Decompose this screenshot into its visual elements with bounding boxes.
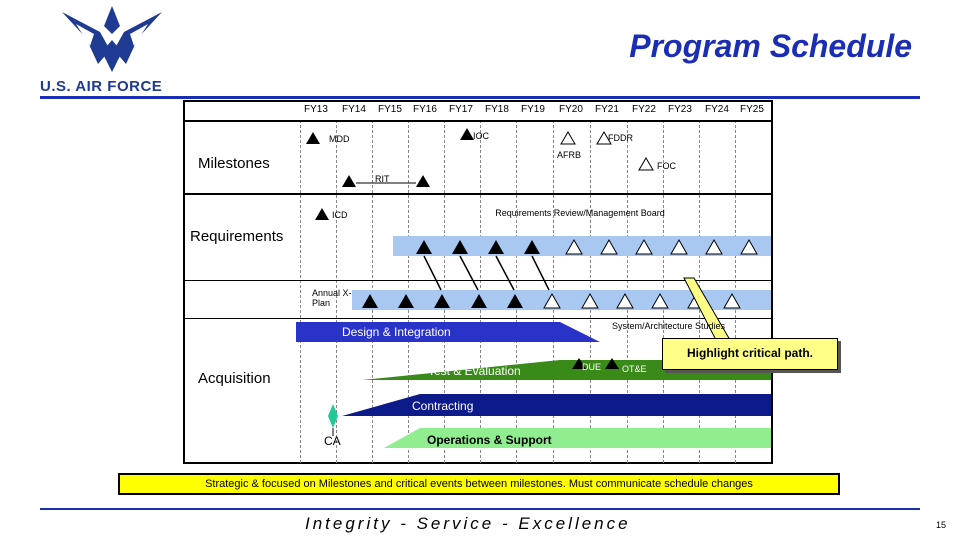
afrb-label: AFRB — [557, 150, 582, 160]
fy-label: FY20 — [559, 104, 583, 115]
critical-path-callout: Highlight critical path. — [662, 338, 838, 370]
icd-label: ICD — [332, 210, 348, 220]
review-milestone — [565, 238, 583, 255]
due-marker — [572, 358, 586, 369]
mdd-marker — [306, 132, 320, 144]
system-studies-label: System/Architecture Studies — [612, 321, 726, 331]
fy-label: FY21 — [595, 104, 619, 115]
review-milestone — [452, 240, 468, 254]
page-number: 15 — [935, 520, 946, 530]
review-milestone — [705, 238, 723, 255]
section-divider — [185, 193, 771, 195]
ops-support-bar — [384, 428, 771, 448]
year-divider — [336, 120, 337, 463]
review-milestone — [488, 240, 504, 254]
footer-note: Strategic & focused on Milestones and cr… — [118, 473, 840, 495]
ca-label: CA — [324, 434, 341, 448]
review-milestone — [740, 238, 758, 255]
xplan-milestone — [471, 294, 487, 308]
motto: Integrity - Service - Excellence — [305, 514, 631, 533]
review-milestone — [670, 238, 688, 255]
requirements-label: Requirements — [190, 228, 284, 245]
ioc-label: IOC — [473, 131, 490, 141]
foc-marker — [638, 157, 654, 171]
design-integration-label: Design & Integration — [342, 325, 451, 339]
contracting-label: Contracting — [412, 399, 474, 413]
foc-label: FOC — [657, 161, 676, 171]
xplan-milestone — [543, 292, 561, 309]
ioc-marker — [460, 128, 474, 140]
review-milestone — [635, 238, 653, 255]
footer-rule — [40, 508, 920, 510]
rit-label: RIT — [375, 174, 390, 184]
ote-label: OT&E — [622, 364, 647, 374]
afrb-marker — [560, 131, 576, 145]
xplan-milestone — [398, 294, 414, 308]
xplan-milestone — [616, 292, 634, 309]
acquisition-label: Acquisition — [198, 370, 271, 387]
xplan-milestone — [434, 294, 450, 308]
fy-label: FY15 — [378, 104, 402, 115]
fy-label: FY23 — [668, 104, 692, 115]
review-milestone — [416, 240, 432, 254]
fy-label: FY14 — [342, 104, 366, 115]
xplan-label: Annual X-Plan — [312, 288, 352, 308]
mdd-label: MDD — [329, 134, 350, 144]
air-force-logo-icon — [62, 6, 162, 72]
fy-label: FY24 — [705, 104, 729, 115]
fy-label: FY25 — [740, 104, 764, 115]
xplan-milestone — [581, 292, 599, 309]
fddr-marker — [596, 131, 612, 145]
contracting-bar — [342, 394, 771, 416]
title-rule — [40, 96, 920, 99]
xplan-milestone — [362, 294, 378, 308]
review-milestone — [524, 240, 540, 254]
schedule-frame — [183, 100, 773, 464]
review-board-label: Requirements Review/Management Board — [495, 208, 665, 218]
year-divider — [300, 120, 301, 463]
section-divider — [185, 280, 771, 281]
milestones-label: Milestones — [198, 155, 270, 172]
ops-support-label: Operations & Support — [427, 433, 552, 447]
ca-marker — [328, 404, 338, 428]
rit-marker-start — [342, 175, 356, 187]
xplan-milestone — [723, 292, 741, 309]
test-evaluation-label: Test & Evaluation — [428, 364, 521, 378]
fy-label: FY16 — [413, 104, 437, 115]
fy-label: FY17 — [449, 104, 473, 115]
header-divider — [185, 120, 771, 122]
section-divider — [185, 318, 771, 319]
fy-label: FY19 — [521, 104, 545, 115]
page-title: Program Schedule — [629, 28, 912, 64]
fy-label: FY18 — [485, 104, 509, 115]
fy-label: FY13 — [304, 104, 328, 115]
ote-marker — [605, 358, 619, 369]
due-label: DUE — [582, 362, 602, 372]
fy-label: FY22 — [632, 104, 656, 115]
org-wordmark: U.S. AIR FORCE — [40, 78, 163, 95]
icd-marker — [315, 208, 329, 220]
review-milestone — [600, 238, 618, 255]
rit-marker-end — [416, 175, 430, 187]
xplan-milestone — [651, 292, 669, 309]
xplan-milestone — [507, 294, 523, 308]
design-integration-bar — [296, 322, 600, 342]
fddr-label: FDDR — [608, 133, 633, 143]
